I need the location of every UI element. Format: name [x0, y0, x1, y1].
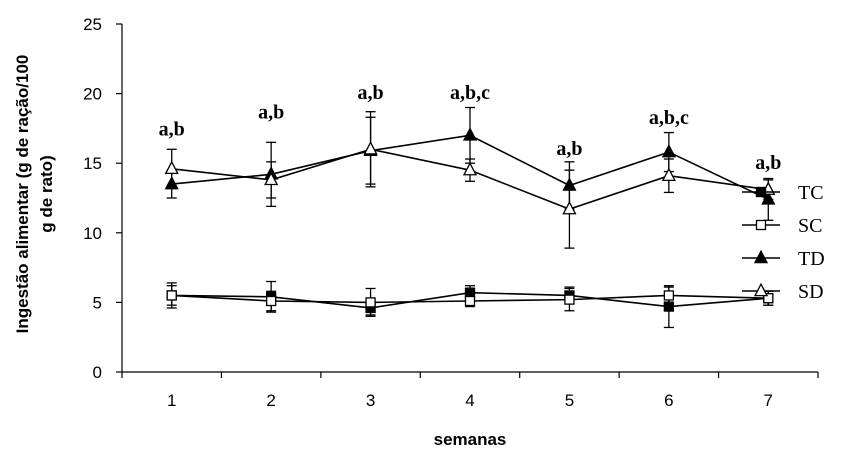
significance-label: a,b — [556, 138, 582, 160]
x-tick-label: 7 — [764, 391, 773, 410]
axes: 0 5 10 15 20 25 1 2 3 4 5 6 7 — [83, 15, 819, 410]
point-sc — [564, 294, 575, 305]
significance-label: a,b — [258, 102, 284, 124]
point-sd — [264, 171, 279, 186]
point-sc — [763, 293, 774, 304]
point-td — [761, 191, 776, 205]
point-sd — [562, 200, 577, 215]
point-td — [661, 143, 676, 158]
point-sc — [464, 295, 476, 307]
point-sd — [363, 141, 378, 155]
x-tick-label: 6 — [664, 391, 673, 410]
point-sc — [365, 297, 376, 308]
legend-label-sd: SD — [798, 281, 824, 303]
point-td — [164, 175, 179, 190]
legend-label-td: TD — [798, 248, 825, 270]
y-tick-label: 10 — [83, 224, 102, 243]
y-tick-label: 20 — [83, 85, 102, 104]
significance-label: a,b,c — [649, 107, 689, 129]
axis-titles: semanas Ingestão alimentar (g de ração/10… — [13, 55, 506, 449]
x-tick-label: 2 — [266, 391, 275, 410]
point-sc — [265, 295, 277, 307]
legend-marker-tc — [755, 186, 767, 198]
x-tick-label: 5 — [565, 391, 574, 410]
y-tick-label: 25 — [83, 15, 102, 34]
point-td — [462, 127, 478, 141]
y-axis-title: Ingestão alimentar (g de ração/100 — [13, 55, 32, 334]
x-tick-label: 3 — [366, 391, 375, 410]
point-sd — [164, 160, 179, 175]
legend: TC SC TD SD — [742, 182, 825, 303]
significance-annotations: a,b a,b a,b a,b,c a,b a,b,c a,b — [159, 82, 782, 174]
y-tick-label: 0 — [93, 363, 102, 382]
point-sd — [462, 161, 478, 176]
x-axis-title: semanas — [434, 430, 507, 449]
y-tick-label: 15 — [83, 154, 102, 173]
point-sd — [661, 167, 676, 181]
x-tick-label: 4 — [465, 391, 474, 410]
significance-label: a,b,c — [450, 82, 490, 104]
significance-label: a,b — [159, 118, 185, 140]
legend-marker-sc — [755, 219, 767, 231]
legend-marker-td — [753, 249, 769, 264]
y-axis-title: g de rato) — [37, 155, 56, 232]
legend-label-tc: TC — [798, 182, 824, 204]
legend-marker-sd — [753, 282, 769, 297]
point-td — [562, 177, 577, 191]
y-tick-label: 5 — [93, 293, 102, 312]
point-tc — [464, 287, 476, 298]
significance-label: a,b — [358, 82, 384, 104]
point-tc — [663, 301, 675, 312]
x-tick-label: 1 — [167, 391, 176, 410]
series-markers — [164, 127, 776, 314]
point-sc — [663, 290, 675, 301]
legend-label-sc: SC — [798, 215, 822, 237]
significance-label: a,b — [755, 152, 781, 174]
point-sc — [166, 290, 177, 301]
